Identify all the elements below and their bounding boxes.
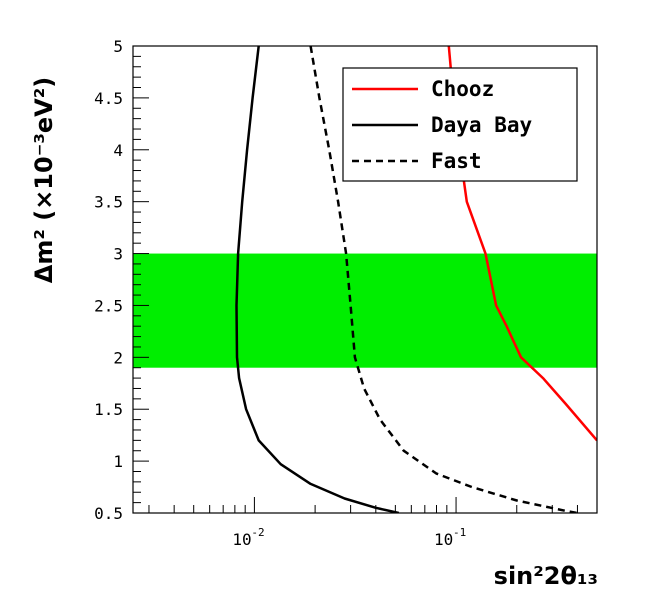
legend-label-daya-bay: Daya Bay <box>431 113 533 137</box>
y-tick-label: 4.5 <box>94 89 123 108</box>
x-tick-label-exponent: -1 <box>453 526 466 539</box>
plot-frame <box>132 45 598 514</box>
y-tick-label: 1.5 <box>94 400 123 419</box>
x-tick-label: 10 <box>232 530 251 549</box>
legend-label-chooz: Chooz <box>431 77 494 101</box>
x-tick-label-exponent: -2 <box>251 526 264 539</box>
y-tick-label: 0.5 <box>94 504 123 523</box>
y-tick-label: 3 <box>113 245 123 264</box>
allowed-region-band <box>133 253 597 368</box>
y-tick-label: 4 <box>113 141 123 160</box>
curve-daya-bay <box>235 46 400 513</box>
y-tick-label: 2 <box>113 348 123 367</box>
y-tick-label: 5 <box>113 37 123 56</box>
x-tick-label: 10 <box>434 530 453 549</box>
y-axis-title: Δm² (×10⁻³eV²) <box>30 77 58 283</box>
legend-label-fast: Fast <box>431 149 482 173</box>
curve-fast <box>309 46 578 513</box>
y-tick-label: 2.5 <box>94 296 123 315</box>
legend: Chooz Daya Bay Fast <box>342 67 578 182</box>
y-tick-label: 3.5 <box>94 193 123 212</box>
x-axis-title: sin²2θ₁₃ <box>494 562 598 590</box>
y-tick-label: 1 <box>113 452 123 471</box>
